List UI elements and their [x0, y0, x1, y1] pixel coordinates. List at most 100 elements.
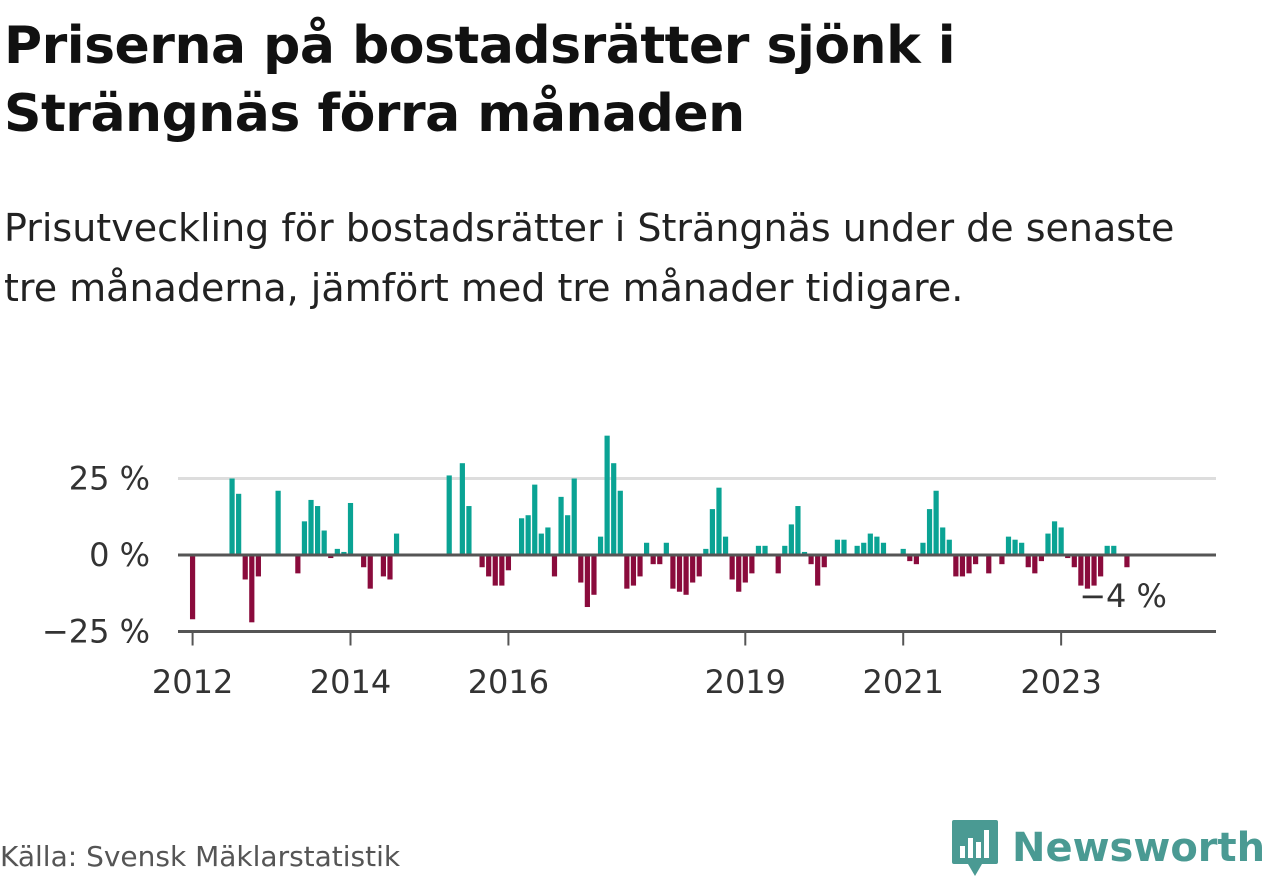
bar	[597, 536, 604, 555]
chart-title: Priserna på bostadsrätter sjönk i Sträng…	[4, 16, 956, 144]
bar	[558, 496, 564, 555]
bar	[946, 539, 952, 555]
bar	[729, 555, 735, 580]
bar	[795, 506, 801, 555]
bar-chart: 25 % 0 % −25 %2012 2014 2016 2019 2021 2023 −4 %	[42, 435, 1216, 701]
bar	[1032, 555, 1038, 574]
bar	[1091, 555, 1097, 586]
bar	[834, 539, 841, 555]
bar	[571, 478, 577, 555]
bar	[236, 493, 242, 555]
bar	[301, 521, 308, 555]
bar	[861, 542, 867, 555]
bar	[762, 545, 768, 555]
bar	[690, 555, 696, 583]
newsworthy-logo-icon	[952, 820, 998, 876]
tick-labels: 25 % 0 % −25 %2012 2014 2016 2019 2021 2023 −4 %	[42, 460, 1167, 701]
bar	[1071, 555, 1077, 568]
bar	[584, 555, 590, 608]
bar	[328, 555, 334, 559]
y-tick-label: 0 %	[89, 536, 150, 574]
bar	[821, 555, 827, 568]
bar	[1058, 527, 1064, 555]
axes	[178, 553, 1216, 646]
bar	[538, 533, 544, 555]
bar	[249, 555, 255, 623]
bar	[459, 463, 465, 555]
bar	[801, 551, 808, 555]
bar	[676, 555, 683, 592]
bar	[525, 515, 531, 555]
bar	[999, 555, 1005, 565]
x-tick-label: 2014	[310, 663, 391, 700]
bar	[696, 555, 702, 577]
bar	[611, 463, 617, 555]
bar	[308, 499, 314, 555]
bar	[486, 555, 492, 577]
bar	[617, 490, 623, 555]
bar	[387, 555, 393, 580]
bar	[1104, 545, 1110, 555]
bar	[1012, 539, 1018, 555]
bar	[683, 555, 689, 595]
bar	[492, 555, 498, 586]
bar	[295, 555, 301, 574]
bar	[907, 555, 913, 562]
bar	[1025, 555, 1031, 568]
chart-subtitle: Prisutveckling för bostadsrätter i Strän…	[4, 206, 1175, 310]
brand-name: Newsworthy	[1012, 825, 1262, 871]
bar	[966, 555, 972, 574]
bar	[518, 518, 525, 555]
bar	[841, 539, 847, 555]
bar	[775, 555, 781, 574]
bar	[347, 502, 354, 555]
y-tick-label: 25 %	[69, 460, 150, 498]
bar	[788, 524, 794, 555]
bar	[900, 548, 906, 555]
bar	[1019, 542, 1025, 555]
bar	[709, 509, 715, 555]
bar	[644, 542, 650, 555]
bar	[926, 509, 933, 555]
bar	[716, 487, 722, 555]
bar	[959, 555, 966, 577]
x-tick-label: 2021	[863, 663, 944, 700]
bar	[663, 542, 669, 555]
bar	[393, 533, 400, 555]
bar	[953, 555, 959, 577]
x-tick-label: 2012	[152, 663, 233, 700]
bars	[189, 435, 1130, 623]
bar	[1078, 555, 1084, 586]
bar	[532, 484, 538, 555]
bar	[545, 527, 551, 555]
bar	[446, 475, 452, 555]
bar	[275, 490, 281, 555]
source-note: Källa: Svensk Mäklarstatistik	[0, 840, 401, 873]
bar	[867, 533, 873, 555]
brand-logo: Newsworthy	[950, 818, 1262, 878]
bar	[749, 555, 755, 574]
bar	[1111, 545, 1117, 555]
bar	[933, 490, 939, 555]
bar	[361, 555, 367, 568]
bar	[624, 555, 630, 589]
bar	[815, 555, 821, 586]
bar	[650, 555, 656, 565]
bar	[874, 536, 880, 555]
bar	[479, 555, 485, 568]
bar	[854, 545, 860, 555]
bar	[255, 555, 261, 577]
bar	[782, 545, 788, 555]
bar	[341, 551, 347, 555]
bar	[808, 555, 814, 565]
bar	[630, 555, 637, 586]
bar	[637, 555, 643, 577]
bar	[1038, 555, 1044, 562]
bar	[973, 555, 979, 565]
y-tick-label: −25 %	[42, 613, 150, 651]
bar	[1065, 555, 1071, 559]
bar	[670, 555, 676, 589]
bar	[321, 530, 327, 555]
bar	[940, 527, 946, 555]
bar	[1084, 555, 1091, 589]
